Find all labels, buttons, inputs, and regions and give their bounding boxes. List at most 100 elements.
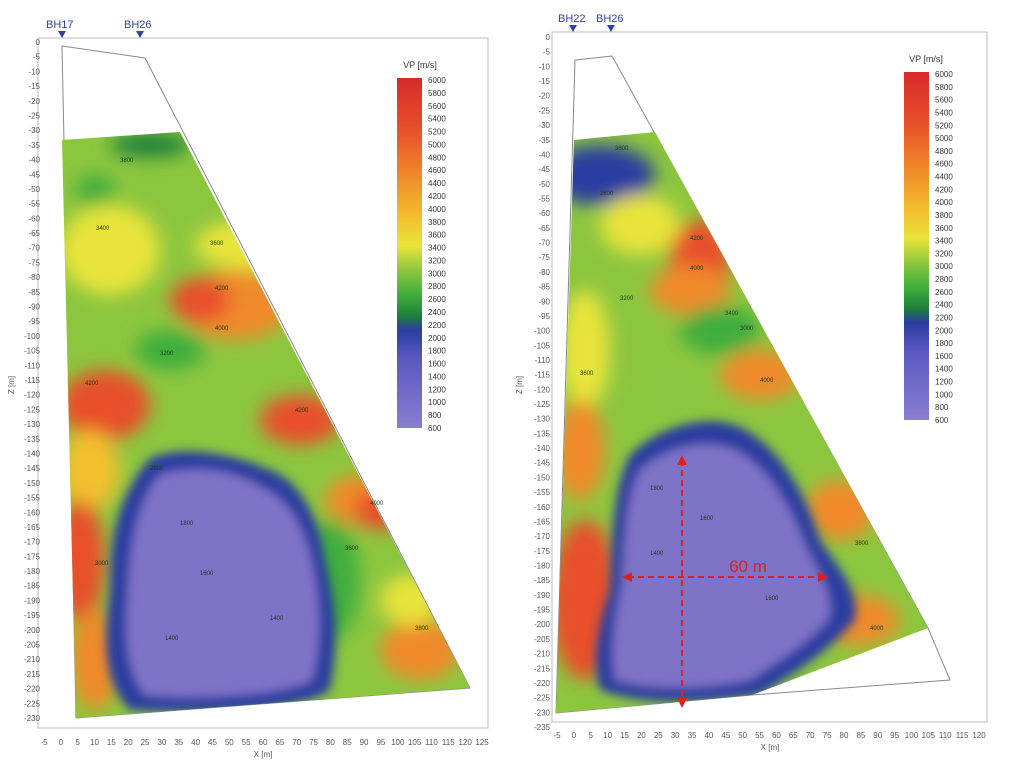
y-tick-label: -170 <box>534 532 551 541</box>
y-tick-label: -40 <box>538 150 550 159</box>
right-y-axis-label: Z [m] <box>515 376 524 394</box>
y-tick-label: -15 <box>538 77 550 86</box>
y-tick-label: -225 <box>24 699 41 708</box>
x-tick-label: 120 <box>972 731 986 740</box>
x-tick-label: 70 <box>292 738 301 747</box>
colorbar-tick-label: 4000 <box>935 198 953 207</box>
contour-label: 1400 <box>165 636 179 642</box>
colorbar-tick-label: 3200 <box>935 249 953 258</box>
y-tick-label: -60 <box>538 209 550 218</box>
colorbar-tick-label: 1400 <box>935 365 953 374</box>
y-tick-label: -125 <box>534 400 551 409</box>
y-tick-label: -115 <box>535 371 551 380</box>
y-tick-label: -130 <box>24 420 41 429</box>
colorbar-tick-label: 3400 <box>428 244 446 253</box>
colorbar-tick-label: 4600 <box>935 160 953 169</box>
right-borehole-bh26-label: BH26 <box>596 13 624 25</box>
y-tick-label: -95 <box>538 312 550 321</box>
horizontal-arrowhead-left <box>622 572 632 582</box>
left-panel: 0-5-10-15-20-25-30-35-40-45-50-55-60-65-… <box>7 19 489 759</box>
colorbar-tick-label: 2000 <box>428 334 446 343</box>
x-tick-label: 10 <box>90 738 99 747</box>
contour-label: 3800 <box>415 626 429 632</box>
contour-label: 3400 <box>96 226 110 232</box>
colorbar-tick-label: 1800 <box>935 339 953 348</box>
colorbar-tick-label: 5200 <box>935 121 953 130</box>
y-tick-label: -195 <box>24 611 41 620</box>
x-tick-label: 45 <box>208 738 217 747</box>
y-tick-label: -135 <box>24 435 41 444</box>
y-tick-label: -45 <box>538 165 550 174</box>
contour-label: 3600 <box>210 241 224 247</box>
y-tick-label: -5 <box>33 53 41 62</box>
colorbar-tick-label: 4200 <box>935 185 953 194</box>
y-tick-label: -220 <box>24 685 41 694</box>
contour-label: 3600 <box>345 546 359 552</box>
y-tick-label: -110 <box>535 356 551 365</box>
colorbar-tick-label: 5800 <box>935 83 953 92</box>
colorbar-tick-label: 1400 <box>428 372 446 381</box>
y-tick-label: -140 <box>24 449 41 458</box>
y-tick-label: -230 <box>534 708 551 717</box>
left-y-axis-label: Z [m] <box>7 376 16 394</box>
y-tick-label: -200 <box>534 620 551 629</box>
left-colorbar-title: VP [m/s] <box>403 60 437 70</box>
x-tick-label: 70 <box>806 731 815 740</box>
colorbar-tick-label: 2600 <box>428 295 446 304</box>
colorbar-tick-label: 1200 <box>428 385 446 394</box>
x-tick-label: 55 <box>242 738 251 747</box>
contour-label: 1600 <box>765 596 779 602</box>
x-tick-label: 105 <box>922 731 936 740</box>
x-tick-label: 20 <box>124 738 133 747</box>
y-tick-label: -210 <box>24 655 41 664</box>
colorbar-tick-label: 6000 <box>935 70 953 79</box>
colorbar-tick-label: 2400 <box>935 301 953 310</box>
colorbar-tick-label: 2800 <box>428 282 446 291</box>
y-tick-label: -125 <box>24 405 41 414</box>
x-tick-label: 80 <box>326 738 335 747</box>
left-borehole-bh17-label: BH17 <box>46 19 74 31</box>
x-tick-label: -5 <box>40 738 48 747</box>
left-x-axis-label: X [m] <box>254 750 273 759</box>
left-contour-labels: 3800 3400 3600 4200 4000 4200 3200 4200 … <box>85 158 429 642</box>
y-tick-label: -5 <box>543 48 551 57</box>
y-tick-label: -165 <box>534 517 551 526</box>
dimension-annotation: 60 m <box>622 455 828 708</box>
y-tick-label: -195 <box>534 606 551 615</box>
colorbar-tick-label: 4400 <box>935 173 953 182</box>
colorbar-tick-label: 2000 <box>935 326 953 335</box>
contour-label: 3200 <box>620 296 634 302</box>
contour-label: 4200 <box>85 381 99 387</box>
y-tick-label: -120 <box>24 391 41 400</box>
colorbar-tick-label: 1600 <box>935 352 953 361</box>
y-tick-label: -115 <box>25 376 41 385</box>
colorbar-tick-label: 600 <box>428 424 442 433</box>
y-tick-label: -90 <box>538 297 550 306</box>
colorbar-tick-label: 5600 <box>428 102 446 111</box>
x-tick-label: 25 <box>141 738 150 747</box>
x-tick-label: 25 <box>654 731 663 740</box>
y-tick-label: -170 <box>24 538 41 547</box>
y-tick-label: -85 <box>28 288 40 297</box>
y-tick-label: -135 <box>534 429 551 438</box>
y-tick-label: -175 <box>24 552 41 561</box>
colorbar-tick-label: 600 <box>935 416 949 425</box>
colorbar-tick-label: 5200 <box>428 128 446 137</box>
y-tick-label: -175 <box>534 547 551 556</box>
y-tick-label: -225 <box>534 694 551 703</box>
y-tick-label: -30 <box>538 121 550 130</box>
contour-label: 3800 <box>615 146 629 152</box>
x-tick-label: 5 <box>75 738 80 747</box>
vertical-arrowhead-bottom <box>677 698 687 708</box>
y-tick-label: -55 <box>28 200 40 209</box>
y-tick-label: -185 <box>534 576 551 585</box>
contour-label: 1800 <box>650 486 664 492</box>
y-tick-label: -145 <box>24 464 41 473</box>
y-tick-label: -25 <box>28 111 40 120</box>
y-tick-label: -50 <box>538 180 550 189</box>
x-tick-label: 10 <box>603 731 612 740</box>
x-tick-label: 35 <box>688 731 697 740</box>
colorbar-tick-label: 1000 <box>428 398 446 407</box>
y-tick-label: -105 <box>534 341 551 350</box>
